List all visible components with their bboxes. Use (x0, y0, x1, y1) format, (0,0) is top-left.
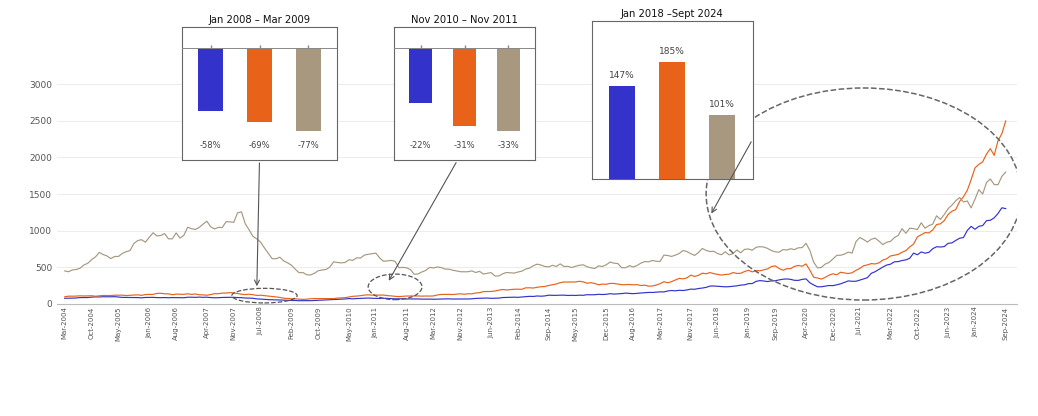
Text: -69%: -69% (249, 141, 270, 150)
Bar (247, 48, 272, 122)
Bar (296, 48, 321, 131)
Title: Nov 2010 – Nov 2011: Nov 2010 – Nov 2011 (411, 15, 518, 25)
Text: 185%: 185% (659, 47, 685, 56)
Bar (497, 48, 520, 131)
Text: -58%: -58% (200, 141, 222, 150)
Bar (608, 86, 635, 179)
Title: Jan 2018 –Sept 2024: Jan 2018 –Sept 2024 (621, 9, 723, 19)
Text: -31%: -31% (454, 141, 475, 150)
Text: 147%: 147% (609, 71, 634, 80)
Text: -22%: -22% (410, 141, 432, 150)
Bar (659, 62, 685, 179)
Text: -77%: -77% (297, 141, 319, 150)
Title: Jan 2008 – Mar 2009: Jan 2008 – Mar 2009 (209, 15, 310, 25)
Bar (409, 48, 432, 103)
Bar (454, 48, 475, 126)
Text: -33%: -33% (497, 141, 519, 150)
Text: 101%: 101% (709, 100, 735, 109)
Bar (709, 115, 736, 179)
Bar (198, 48, 223, 111)
